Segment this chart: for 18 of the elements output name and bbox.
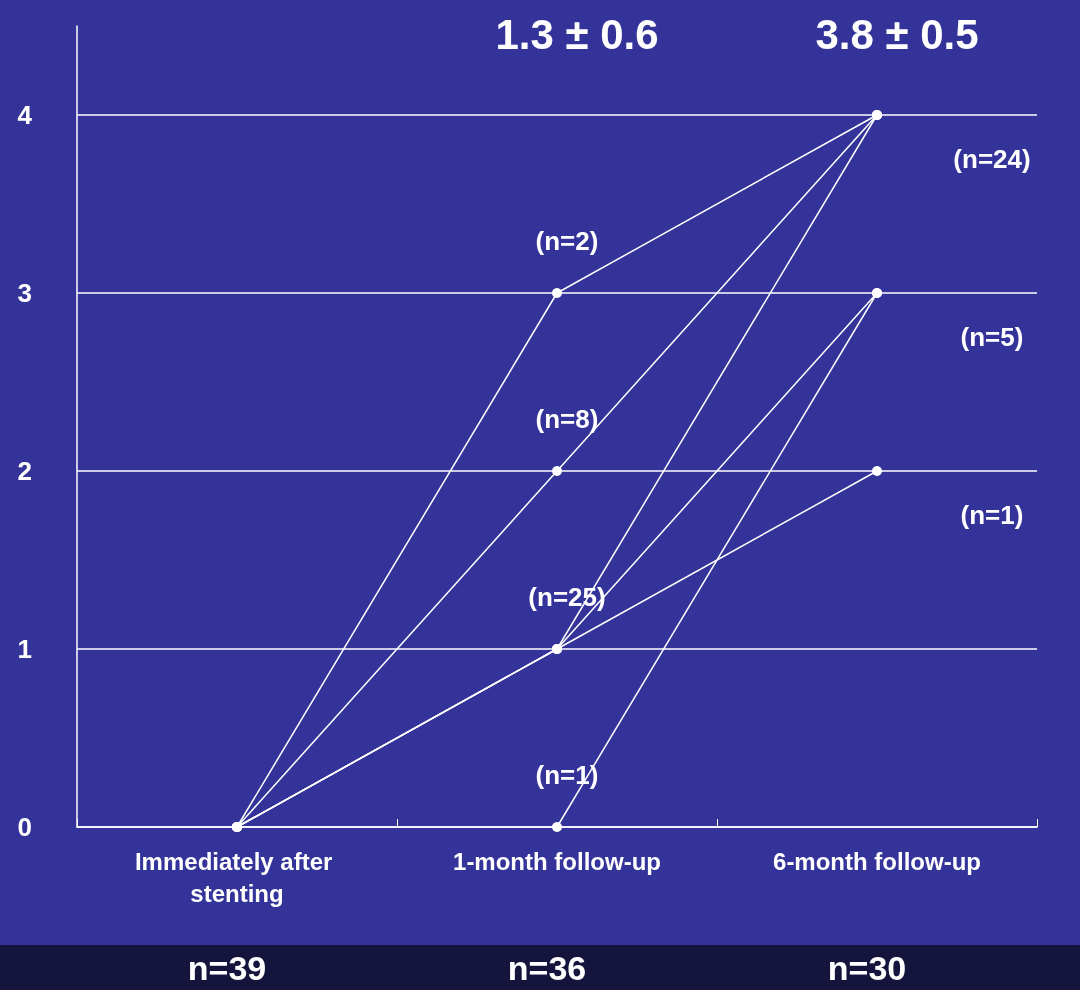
y-tick-label: 3 xyxy=(17,278,32,308)
x-tick-label: 1-month follow-up xyxy=(453,847,661,875)
y-tick-label: 1 xyxy=(17,634,32,664)
text: n=36 xyxy=(507,949,587,987)
y-tick-label: 2 xyxy=(17,456,32,486)
annotation: (n=2) xyxy=(535,226,599,256)
y-tick-label: 4 xyxy=(17,100,33,130)
text: n=39 xyxy=(187,949,267,987)
annotation: (n=8) xyxy=(535,404,599,434)
annotation: 3.8 ± 0.5 xyxy=(815,10,979,58)
annotation: 1.3 ± 0.6 xyxy=(495,10,659,58)
annotation: (n=5) xyxy=(960,322,1024,352)
annotation: (n=24) xyxy=(953,144,1031,174)
annotation: (n=1) xyxy=(960,500,1024,530)
text: n=30 xyxy=(827,949,907,987)
x-tick-label: 6-month follow-up xyxy=(773,847,981,875)
x-tick-label: Immediately after stenting xyxy=(134,847,340,907)
y-tick-label: 0 xyxy=(17,812,32,842)
